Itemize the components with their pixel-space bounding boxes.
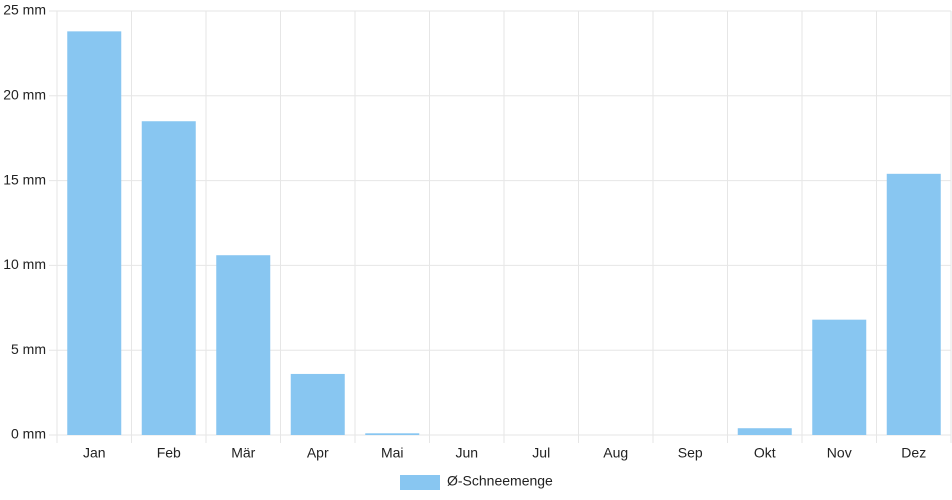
bar bbox=[365, 433, 420, 435]
bar bbox=[216, 255, 271, 435]
x-tick-label: Dez bbox=[901, 445, 926, 461]
x-tick-label: Nov bbox=[827, 445, 852, 461]
x-tick-label: Mär bbox=[231, 445, 255, 461]
y-tick-label: 5 mm bbox=[11, 341, 46, 357]
y-tick-label: 10 mm bbox=[3, 256, 46, 272]
y-tick-label: 25 mm bbox=[3, 2, 46, 18]
bar bbox=[812, 319, 867, 435]
x-tick-label: Jul bbox=[532, 445, 550, 461]
bar bbox=[886, 173, 941, 436]
x-tick-label: Mai bbox=[381, 445, 404, 461]
y-tick-label: 0 mm bbox=[11, 426, 46, 442]
legend-label: Ø-Schneemenge bbox=[447, 473, 553, 489]
x-tick-label: Sep bbox=[678, 445, 703, 461]
bar bbox=[290, 373, 345, 435]
bar bbox=[737, 428, 792, 435]
x-tick-label: Okt bbox=[754, 445, 776, 461]
bar bbox=[67, 31, 122, 436]
x-tick-label: Jan bbox=[83, 445, 106, 461]
x-tick-label: Aug bbox=[603, 445, 628, 461]
y-tick-label: 15 mm bbox=[3, 171, 46, 187]
x-tick-label: Jun bbox=[455, 445, 478, 461]
y-tick-label: 20 mm bbox=[3, 87, 46, 103]
x-tick-label: Apr bbox=[307, 445, 329, 461]
legend-swatch bbox=[400, 475, 440, 490]
x-tick-label: Feb bbox=[157, 445, 181, 461]
bar bbox=[141, 121, 196, 436]
